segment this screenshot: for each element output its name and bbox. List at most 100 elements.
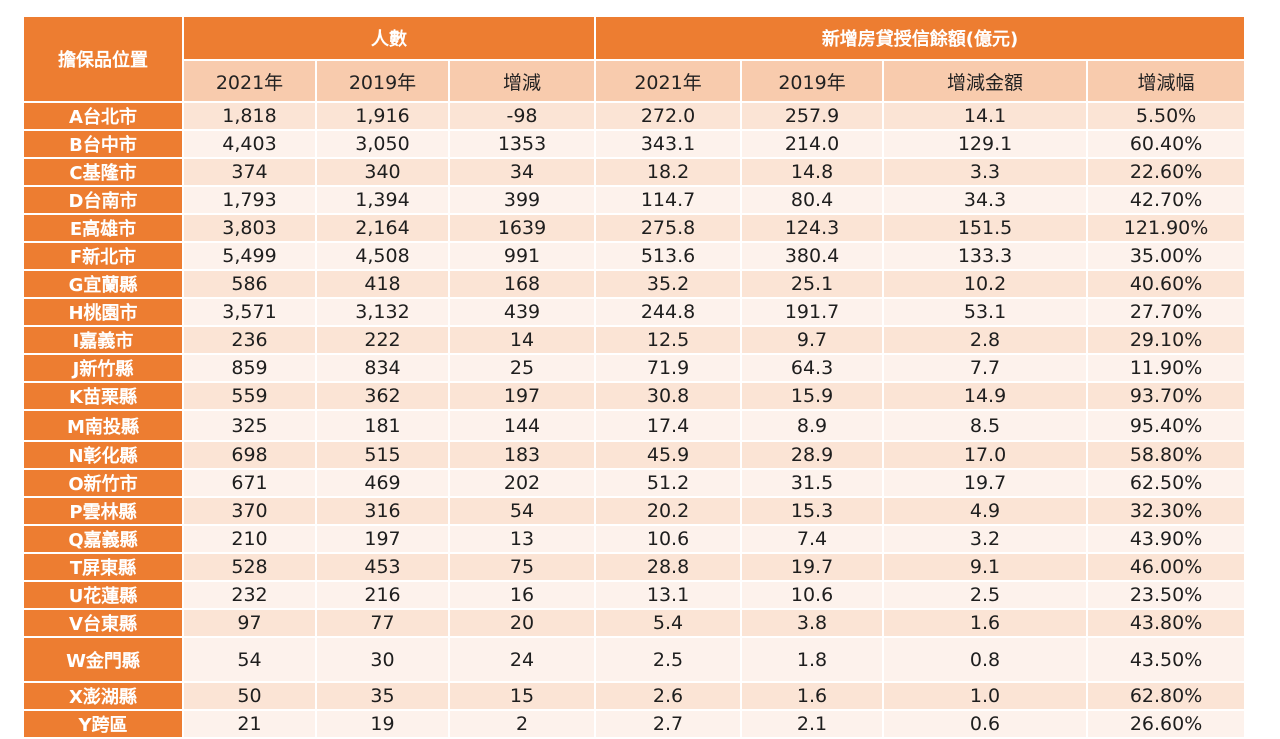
cell-people-2021: 232	[182, 580, 317, 610]
table-row: M南投縣 325 181 144 17.4 8.9 8.5 95.40%	[22, 409, 1247, 442]
cell-people-2021: 528	[182, 552, 317, 582]
cell-people-2019: 2,164	[315, 213, 450, 243]
cell-people-2019: 834	[315, 353, 450, 383]
cell-loan-2019: 15.9	[740, 381, 885, 411]
cell-loan-2021: 114.7	[594, 185, 743, 215]
cell-people-2019: 35	[315, 681, 450, 711]
cell-loan-2021: 275.8	[594, 213, 743, 243]
cell-loan-change-rate: 46.00%	[1086, 552, 1247, 582]
cell-loan-change-amount: 3.3	[882, 157, 1089, 187]
cell-people-change: 2	[447, 709, 597, 739]
cell-loan-2019: 10.6	[740, 580, 885, 610]
cell-loan-change-rate: 23.50%	[1086, 580, 1247, 610]
cell-loan-change-rate: 32.30%	[1086, 496, 1247, 526]
cell-loan-2019: 1.6	[740, 681, 885, 711]
cell-loan-change-rate: 43.90%	[1086, 524, 1247, 554]
cell-loan-change-amount: 34.3	[882, 185, 1089, 215]
cell-people-2019: 197	[315, 524, 450, 554]
cell-people-change: 439	[447, 297, 597, 327]
cell-loan-2019: 8.9	[740, 409, 885, 442]
cell-loan-2019: 64.3	[740, 353, 885, 383]
table-row: Y跨區 21 19 2 2.7 2.1 0.6 26.60%	[22, 709, 1247, 739]
row-location: D台南市	[22, 185, 184, 215]
cell-people-2021: 1,793	[182, 185, 317, 215]
cell-people-change: 1639	[447, 213, 597, 243]
cell-people-2019: 3,132	[315, 297, 450, 327]
cell-people-2021: 374	[182, 157, 317, 187]
row-location: Y跨區	[22, 709, 184, 739]
header-people-2019: 2019年	[315, 59, 450, 103]
cell-loan-2021: 12.5	[594, 325, 743, 355]
row-location: A台北市	[22, 101, 184, 131]
cell-loan-2019: 25.1	[740, 269, 885, 299]
cell-people-change: 168	[447, 269, 597, 299]
cell-people-2021: 4,403	[182, 129, 317, 159]
cell-people-2021: 559	[182, 381, 317, 411]
cell-loan-change-amount: 14.9	[882, 381, 1089, 411]
cell-loan-change-rate: 42.70%	[1086, 185, 1247, 215]
cell-loan-2019: 28.9	[740, 440, 885, 470]
cell-loan-2021: 343.1	[594, 129, 743, 159]
cell-loan-2019: 9.7	[740, 325, 885, 355]
cell-loan-2021: 17.4	[594, 409, 743, 442]
cell-people-change: -98	[447, 101, 597, 131]
header-loan-change-amount: 增減金額	[882, 59, 1089, 103]
table-row: P雲林縣 370 316 54 20.2 15.3 4.9 32.30%	[22, 496, 1247, 526]
cell-loan-2019: 3.8	[740, 608, 885, 638]
cell-loan-2019: 14.8	[740, 157, 885, 187]
cell-loan-change-amount: 3.2	[882, 524, 1089, 554]
cell-people-2019: 4,508	[315, 241, 450, 271]
cell-loan-change-amount: 0.8	[882, 636, 1089, 683]
cell-people-2021: 50	[182, 681, 317, 711]
table-row: U花蓮縣 232 216 16 13.1 10.6 2.5 23.50%	[22, 580, 1247, 610]
row-location: K苗栗縣	[22, 381, 184, 411]
cell-people-change: 13	[447, 524, 597, 554]
cell-loan-2021: 10.6	[594, 524, 743, 554]
cell-loan-change-amount: 17.0	[882, 440, 1089, 470]
cell-loan-change-amount: 9.1	[882, 552, 1089, 582]
cell-loan-change-amount: 1.6	[882, 608, 1089, 638]
row-location: N彰化縣	[22, 440, 184, 470]
cell-loan-2019: 214.0	[740, 129, 885, 159]
cell-loan-change-amount: 129.1	[882, 129, 1089, 159]
row-location: J新竹縣	[22, 353, 184, 383]
cell-loan-2021: 5.4	[594, 608, 743, 638]
cell-loan-change-amount: 151.5	[882, 213, 1089, 243]
row-location: H桃園市	[22, 297, 184, 327]
cell-people-change: 144	[447, 409, 597, 442]
cell-loan-2021: 28.8	[594, 552, 743, 582]
cell-loan-change-rate: 11.90%	[1086, 353, 1247, 383]
header-loan-group: 新增房貸授信餘額(億元)	[594, 15, 1247, 61]
cell-people-change: 34	[447, 157, 597, 187]
cell-people-2019: 77	[315, 608, 450, 638]
table-row: G宜蘭縣 586 418 168 35.2 25.1 10.2 40.60%	[22, 269, 1247, 299]
cell-people-2019: 340	[315, 157, 450, 187]
cell-loan-2019: 257.9	[740, 101, 885, 131]
row-location: E高雄市	[22, 213, 184, 243]
cell-loan-2019: 7.4	[740, 524, 885, 554]
cell-people-change: 183	[447, 440, 597, 470]
row-location: W金門縣	[22, 636, 184, 683]
cell-people-change: 54	[447, 496, 597, 526]
header-loan-change-rate: 增減幅	[1086, 59, 1247, 103]
cell-loan-2019: 2.1	[740, 709, 885, 739]
cell-people-2019: 3,050	[315, 129, 450, 159]
cell-people-2021: 54	[182, 636, 317, 683]
cell-people-2021: 97	[182, 608, 317, 638]
cell-loan-2021: 45.9	[594, 440, 743, 470]
cell-people-2021: 671	[182, 468, 317, 498]
cell-loan-2019: 80.4	[740, 185, 885, 215]
table-row: X澎湖縣 50 35 15 2.6 1.6 1.0 62.80%	[22, 681, 1247, 711]
cell-loan-change-rate: 5.50%	[1086, 101, 1247, 131]
cell-loan-2021: 513.6	[594, 241, 743, 271]
table-row: D台南市 1,793 1,394 399 114.7 80.4 34.3 42.70%	[22, 185, 1247, 215]
row-location: Q嘉義縣	[22, 524, 184, 554]
table-row: A台北市 1,818 1,916 -98 272.0 257.9 14.1 5.50%	[22, 101, 1247, 131]
cell-loan-2021: 30.8	[594, 381, 743, 411]
table-row: K苗栗縣 559 362 197 30.8 15.9 14.9 93.70%	[22, 381, 1247, 411]
cell-loan-2021: 244.8	[594, 297, 743, 327]
cell-loan-change-rate: 22.60%	[1086, 157, 1247, 187]
cell-loan-change-rate: 27.70%	[1086, 297, 1247, 327]
cell-people-2021: 3,571	[182, 297, 317, 327]
cell-loan-2021: 35.2	[594, 269, 743, 299]
